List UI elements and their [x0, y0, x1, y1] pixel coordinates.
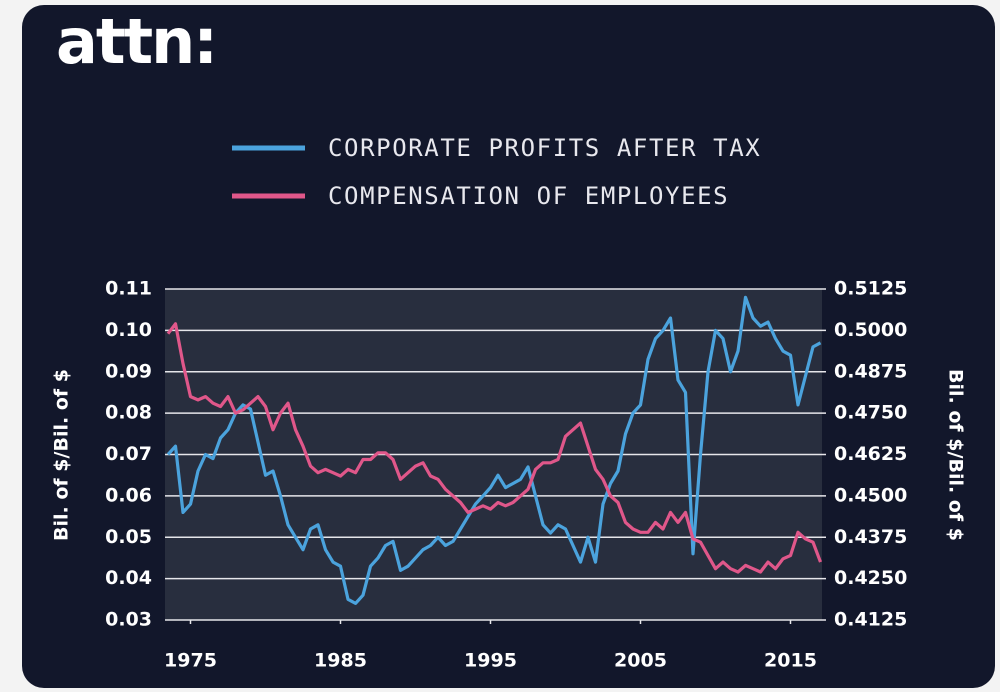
- y-tick-label: 0.08: [105, 402, 152, 424]
- y-tick-label: 0.03: [105, 609, 152, 631]
- y-tick-label: 0.05: [105, 526, 152, 548]
- y2-tick-label: 0.5000: [834, 319, 907, 341]
- y2-tick-label: 0.4875: [834, 360, 907, 382]
- series-line: [166, 295, 822, 605]
- x-tick-label: 1995: [464, 650, 517, 672]
- y-tick-label: 0.07: [105, 443, 152, 465]
- y2-axis-label: Bil. of $/Bil. of $: [945, 369, 967, 541]
- series-line: [166, 322, 822, 574]
- y2-tick-label: 0.4500: [834, 484, 907, 506]
- y-tick-label: 0.04: [105, 567, 152, 589]
- x-tick-label: 1975: [164, 650, 217, 672]
- y2-tick-label: 0.4375: [834, 526, 907, 548]
- y2-tick-label: 0.4750: [834, 402, 907, 424]
- y2-tick-label: 0.4125: [834, 609, 907, 631]
- y2-tick-label: 0.5125: [834, 278, 907, 300]
- y2-tick-label: 0.4625: [834, 443, 907, 465]
- x-tick-label: 2015: [764, 650, 817, 672]
- y-tick-label: 0.09: [105, 360, 152, 382]
- x-tick-label: 2005: [614, 650, 667, 672]
- x-tick-label: 1985: [314, 650, 367, 672]
- y-tick-label: 0.11: [105, 278, 152, 300]
- y-tick-label: 0.06: [105, 484, 152, 506]
- y-tick-label: 0.10: [105, 319, 152, 341]
- legend-label: COMPENSATION OF EMPLOYEES: [328, 182, 729, 210]
- legend-label: CORPORATE PROFITS AFTER TAX: [328, 134, 761, 162]
- y-axis-label: Bil. of $/Bil. of $: [51, 369, 73, 541]
- y2-tick-label: 0.4250: [834, 567, 907, 589]
- logo: attn:: [56, 5, 216, 78]
